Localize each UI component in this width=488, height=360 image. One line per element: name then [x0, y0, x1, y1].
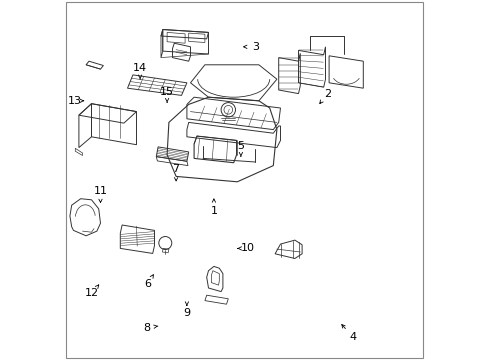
- Text: 1: 1: [210, 206, 217, 216]
- Text: 8: 8: [143, 323, 151, 333]
- Text: 12: 12: [84, 288, 99, 298]
- Text: 4: 4: [348, 332, 355, 342]
- Text: 7: 7: [172, 164, 179, 174]
- Text: 3: 3: [251, 42, 258, 52]
- Text: 9: 9: [183, 308, 190, 318]
- Text: 6: 6: [143, 279, 150, 289]
- Text: 5: 5: [237, 141, 244, 151]
- Text: 2: 2: [323, 89, 330, 99]
- Text: 11: 11: [93, 186, 107, 196]
- Text: 14: 14: [133, 63, 147, 73]
- Text: 15: 15: [160, 87, 174, 97]
- Text: 10: 10: [241, 243, 255, 253]
- Text: 13: 13: [68, 96, 82, 106]
